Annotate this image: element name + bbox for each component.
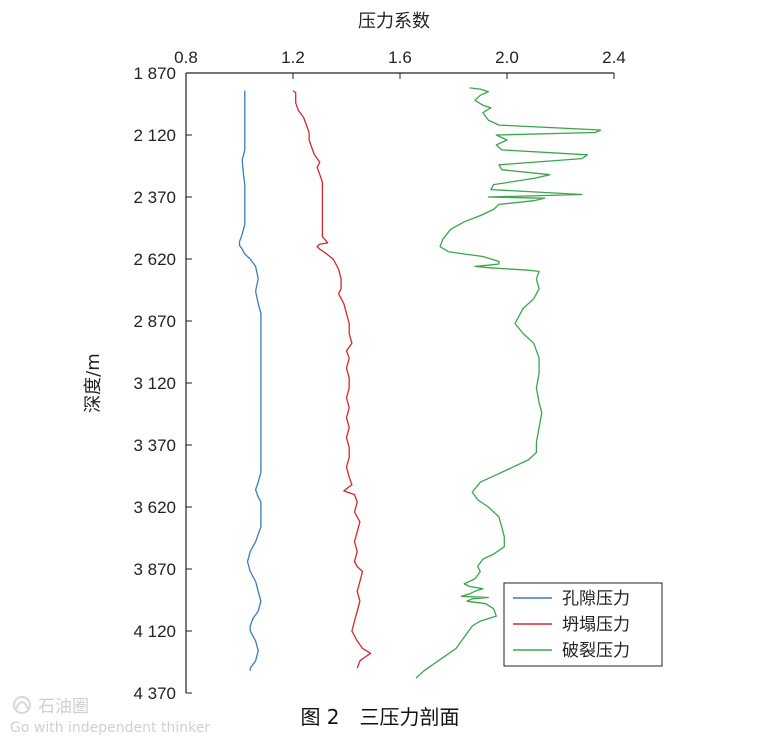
- series-lines: [238, 87, 602, 679]
- y-tick-label: 4 370: [133, 684, 176, 703]
- x-tick-label: 0.8: [174, 48, 198, 67]
- x-tick-label: 2.0: [495, 48, 519, 67]
- y-tick-label: 4 120: [133, 622, 176, 641]
- collapse-pressure-line: [292, 90, 372, 669]
- y-tick-label: 3 870: [133, 560, 176, 579]
- y-tick-label: 3 120: [133, 374, 176, 393]
- figure-caption: 图 2 三压力剖面: [300, 705, 459, 729]
- watermark-text-cn: 石油圈: [38, 697, 89, 717]
- pore-pressure-line: [238, 90, 262, 671]
- y-tick-label: 2 620: [133, 250, 176, 269]
- y-axis-title: 深度/m: [83, 353, 104, 413]
- legend-label-collapse: 坍塌压力: [562, 615, 630, 635]
- x-axis-title: 压力系数: [358, 11, 430, 32]
- watermark-logo-icon: [13, 696, 31, 714]
- x-tick-label: 1.2: [281, 48, 305, 67]
- y-tick-label: 2 370: [133, 188, 176, 207]
- legend: 孔隙压力 坍塌压力 破裂压力: [503, 582, 663, 667]
- x-axis-ticks: 0.8 1.2 1.6 2.0 2.4: [174, 48, 626, 79]
- legend-label-fracture: 破裂压力: [562, 641, 630, 661]
- x-tick-label: 1.6: [388, 48, 412, 67]
- y-tick-label: 3 620: [133, 498, 176, 517]
- fracture-pressure-line: [415, 87, 602, 679]
- y-tick-label: 2 120: [133, 126, 176, 145]
- x-tick-label: 2.4: [602, 48, 626, 67]
- y-axis-ticks: 1 870 2 120 2 370 2 620 2 870 3 120 3 370 3 620…: [133, 64, 192, 703]
- watermark: 石油圈 Go with independent thinker: [10, 696, 210, 736]
- legend-label-pore: 孔隙压力: [562, 589, 630, 609]
- y-tick-label: 2 870: [133, 312, 176, 331]
- watermark-text-en: Go with independent thinker: [10, 720, 210, 736]
- y-tick-label: 3 370: [133, 436, 176, 455]
- y-tick-label: 1 870: [133, 64, 176, 83]
